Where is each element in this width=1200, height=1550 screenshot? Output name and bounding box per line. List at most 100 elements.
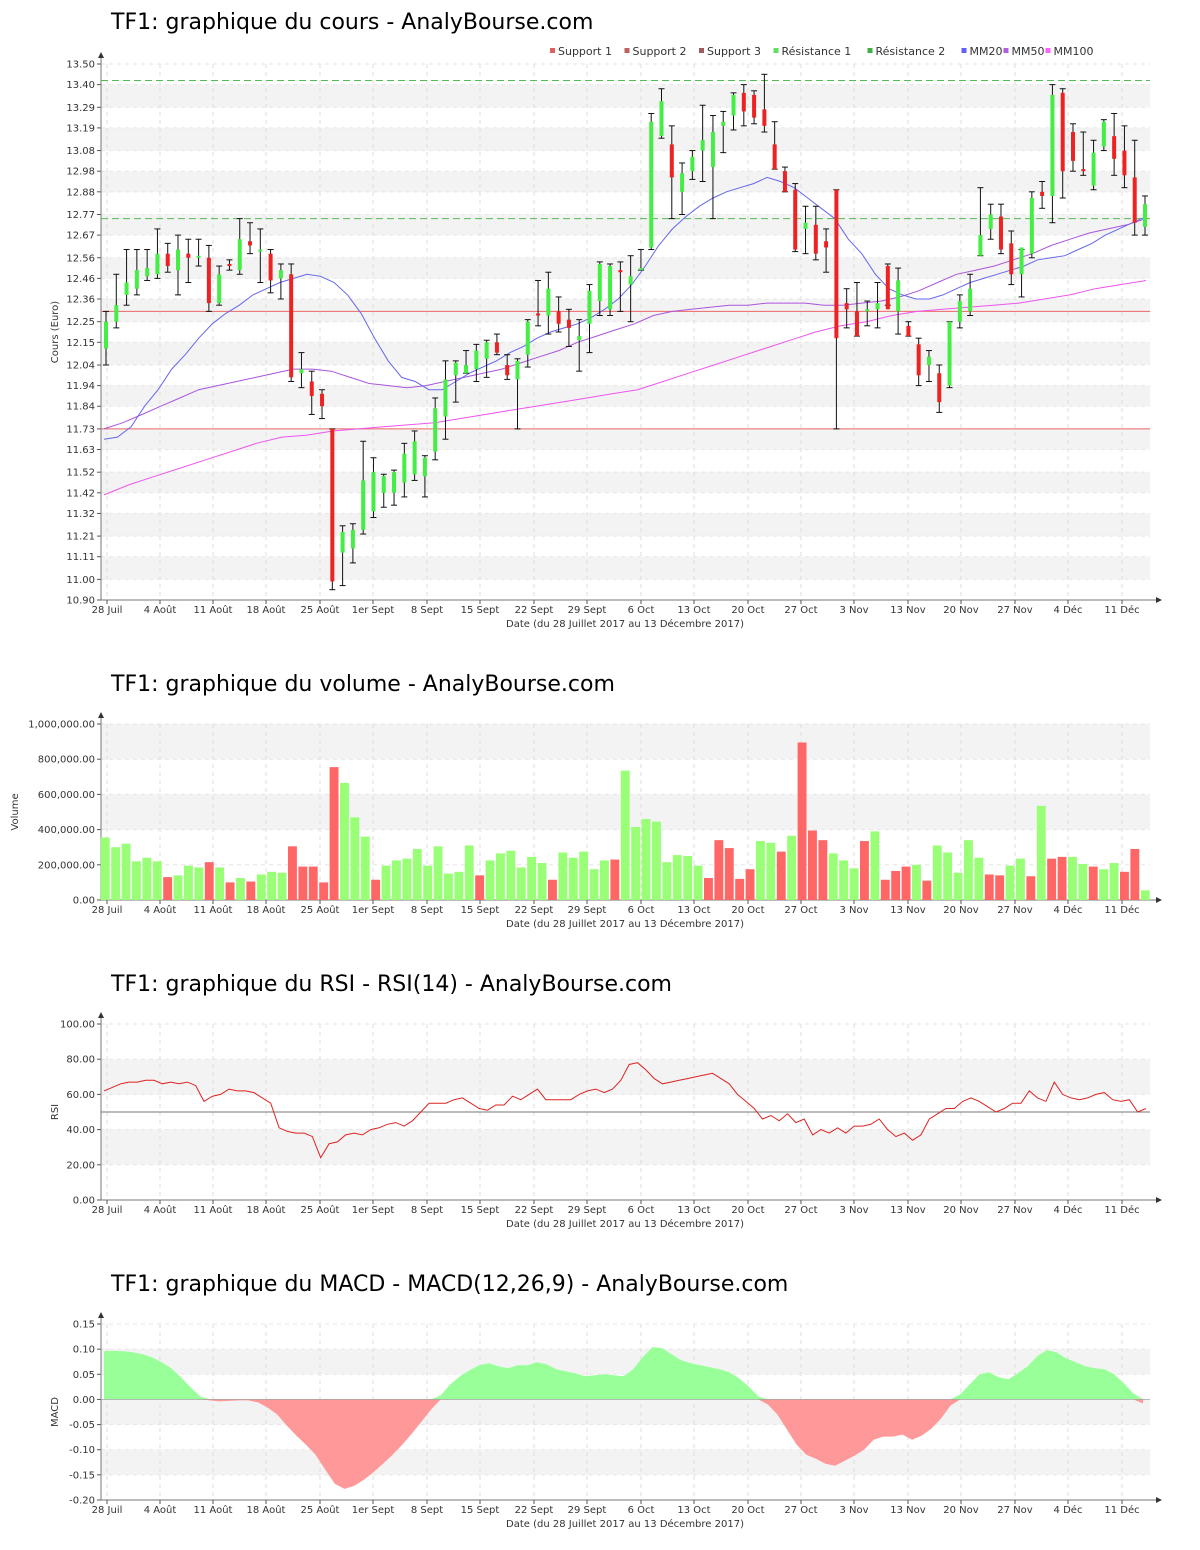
candle-body	[289, 274, 294, 378]
candle-body	[309, 381, 314, 396]
volume-bar	[256, 874, 266, 900]
candle-body	[217, 274, 222, 304]
volume-bar	[984, 874, 994, 900]
macd-xtick-label: 27 Oct	[784, 1505, 817, 1516]
price-xtick-label: 13 Oct	[677, 605, 710, 616]
rsi-ytick-label: 20.00	[66, 1160, 95, 1171]
volume-ytick-label: 0.00	[73, 896, 95, 907]
volume-bar	[964, 840, 973, 900]
price-xaxis-label: Date (du 28 Juillet 2017 au 13 Décembre …	[506, 618, 744, 630]
price-ytick-label: 12.36	[66, 295, 95, 306]
price-ytick-label: 13.08	[66, 146, 95, 157]
macd-xtick-label: 28 Juil	[92, 1505, 123, 1516]
volume-xtick-label: 22 Sept	[515, 905, 554, 916]
volume-bar	[1016, 858, 1025, 900]
rsi-ytick-label: 80.00	[66, 1055, 95, 1066]
price-xtick-label: 13 Nov	[890, 605, 926, 616]
candle-body	[566, 319, 571, 328]
rsi-yaxis-label: RSI	[50, 1104, 61, 1120]
legend-swatch	[550, 48, 555, 53]
price-xtick-label: 27 Nov	[997, 605, 1033, 616]
volume-bar	[995, 875, 1005, 900]
volume-bar	[901, 866, 911, 900]
macd-xtick-label: 1er Sept	[352, 1505, 395, 1516]
price-xtick-label: 3 Nov	[839, 605, 868, 616]
volume-bar	[974, 857, 984, 900]
candle-body	[464, 364, 469, 374]
candle-body	[937, 373, 942, 403]
price-xtick-label: 20 Oct	[731, 605, 764, 616]
candle-body	[104, 321, 108, 349]
volume-bar	[912, 864, 921, 900]
rsi-xtick-label: 20 Oct	[731, 1205, 764, 1216]
volume-bar	[423, 865, 433, 900]
candle-body	[402, 453, 407, 483]
macd-ytick-label: 0.10	[73, 1345, 95, 1356]
volume-bar	[402, 858, 412, 900]
candle-body	[988, 214, 993, 229]
candle-body	[669, 144, 674, 178]
volume-bar	[444, 873, 453, 900]
mm100-line	[103, 280, 1147, 496]
volume-bar	[340, 782, 349, 900]
price-ytick-label: 13.50	[66, 60, 95, 71]
macd-y-axis-arrow	[98, 1312, 104, 1318]
candle-body	[186, 253, 191, 258]
volume-bar	[589, 869, 599, 900]
candle-body	[474, 350, 479, 370]
macd-xtick-label: 3 Nov	[839, 1505, 868, 1516]
volume-bar	[329, 767, 339, 900]
price-xtick-label: 1er Sept	[352, 605, 395, 616]
price-stripe	[101, 385, 1150, 407]
macd-xtick-label: 6 Oct	[628, 1505, 655, 1516]
candle-body	[1101, 121, 1106, 147]
price-ytick-label: 12.15	[66, 338, 95, 349]
volume-bar	[1130, 848, 1140, 900]
volume-bar	[277, 872, 287, 900]
candle-body	[926, 356, 931, 365]
legend-swatch	[1045, 48, 1051, 53]
price-xtick-label: 15 Sept	[461, 605, 500, 616]
price-ytick-label: 12.56	[66, 253, 95, 264]
candle-body	[1060, 92, 1065, 172]
rsi-xtick-label: 18 Août	[247, 1204, 286, 1216]
legend-label: Support 3	[707, 45, 761, 58]
price-ytick-label: 11.73	[66, 424, 95, 435]
candle-body	[1081, 169, 1086, 172]
volume-bar	[808, 830, 817, 900]
rsi-xtick-label: 20 Nov	[943, 1205, 979, 1216]
candle-body	[1040, 191, 1045, 196]
volume-xtick-label: 15 Sept	[461, 905, 500, 916]
candle-body	[916, 344, 921, 376]
price-ytick-label: 11.42	[66, 488, 95, 499]
volume-xtick-label: 6 Oct	[628, 905, 655, 916]
legend-swatch	[1003, 48, 1009, 53]
rsi-stripe	[101, 1129, 1150, 1165]
volume-bar	[828, 853, 838, 900]
rsi-xtick-label: 11 Déc	[1104, 1204, 1139, 1216]
macd-stripe	[101, 1449, 1150, 1475]
candle-body	[1143, 204, 1147, 227]
mm20-line	[103, 176, 1147, 440]
candle-body	[350, 529, 355, 549]
price-ytick-label: 12.77	[66, 210, 95, 221]
volume-bar	[173, 875, 183, 900]
candle-body	[608, 266, 613, 310]
price-xtick-label: 6 Oct	[628, 605, 655, 616]
candle-body	[618, 270, 623, 273]
volume-bar	[662, 862, 672, 900]
legend-label: MM100	[1054, 45, 1094, 58]
price-xtick-label: 22 Sept	[515, 605, 554, 616]
candle-body	[587, 290, 592, 324]
macd-stripe	[101, 1349, 1150, 1375]
price-stripe	[101, 171, 1150, 192]
candle-body	[443, 379, 448, 417]
volume-bar	[797, 742, 807, 900]
volume-bar	[1078, 863, 1088, 900]
volume-bar	[776, 851, 786, 900]
price-chart-title: TF1: graphique du cours - AnalyBourse.co…	[111, 10, 594, 35]
macd-xtick-label: 22 Sept	[515, 1505, 554, 1516]
macd-ytick-label: -0.05	[69, 1420, 95, 1431]
candle-body	[968, 288, 973, 312]
candle-body	[803, 222, 808, 229]
